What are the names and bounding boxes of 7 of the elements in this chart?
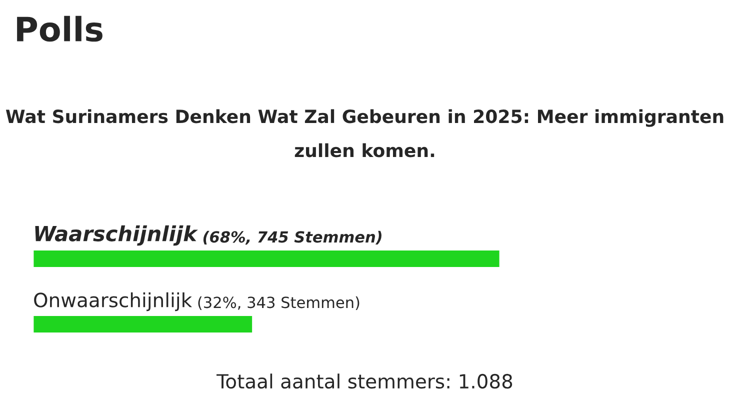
y-tick-label: Onwaarschijnlijk xyxy=(34,292,192,312)
data-label: (68%, 745 Stemmen) xyxy=(203,230,382,245)
data-label: (32%, 343 Stemmen) xyxy=(198,296,360,310)
chart-subtitle: Wat Surinamers Denken Wat Zal Gebeuren in 2025: Meer immigranten zullen komen. xyxy=(6,109,724,158)
y-tick-label: Waarschijnlijk xyxy=(35,225,198,246)
text: Totaal aantal stemmers: 1.088 xyxy=(216,374,512,389)
chart-title: Polls xyxy=(17,16,102,42)
